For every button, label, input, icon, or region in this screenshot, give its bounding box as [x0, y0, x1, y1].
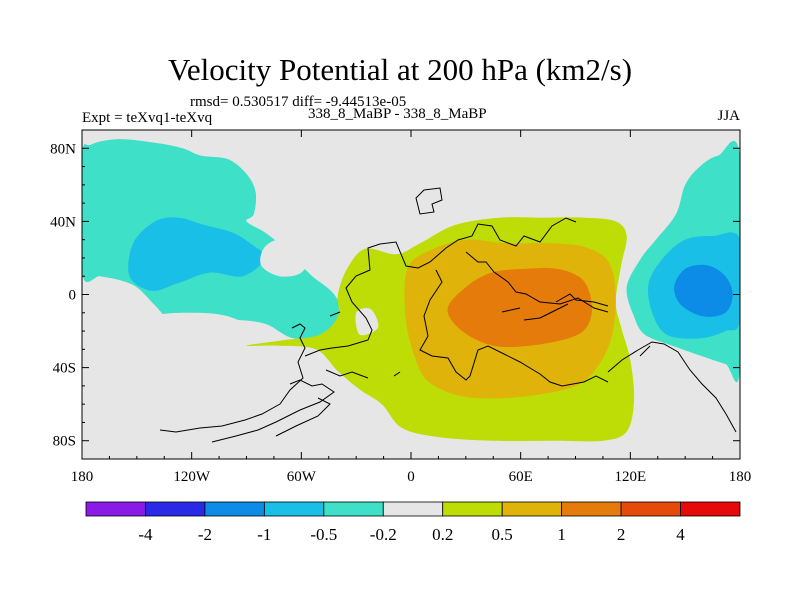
contour-neg-east-inner: [674, 264, 733, 317]
y-tick-label: 40S: [53, 361, 76, 377]
colorbar-label: -2: [198, 525, 212, 544]
colorbar-label: 2: [617, 525, 626, 544]
x-tick-label: 120W: [173, 469, 211, 485]
experiment-label: Expt = teXvq1-teXvq: [82, 110, 213, 126]
colorbar-swatch: [561, 501, 622, 517]
colorbar-swatch: [442, 501, 503, 517]
colorbar-swatch: [382, 501, 444, 517]
colorbar-swatch: [620, 501, 681, 517]
colorbar-swatch: [680, 501, 741, 517]
near-zero-patch: [260, 239, 310, 277]
colorbar-label: 1: [557, 525, 566, 544]
chart-title: Velocity Potential at 200 hPa (km2/s): [167, 52, 633, 87]
runs-label: 338_8_MaBP - 338_8_MaBP: [308, 106, 487, 122]
season-label: JJA: [717, 108, 740, 124]
x-tick-label: 60W: [287, 469, 317, 485]
coastlines: [159, 187, 737, 443]
colorbar-swatch: [263, 501, 325, 517]
colorbar-label: 0.2: [432, 525, 453, 544]
x-tick-label: 180: [729, 469, 752, 485]
colorbar-label: 4: [676, 525, 685, 544]
near-zero-patch: [151, 312, 254, 347]
contour-pos-africa-inner: [447, 267, 593, 348]
colorbar-swatch: [204, 501, 265, 517]
colorbar-label: -0.5: [310, 525, 337, 544]
near-zero-patch: [355, 308, 379, 336]
colorbar-label: -1: [257, 525, 271, 544]
colorbar-swatch: [501, 501, 563, 517]
y-tick-label: 80S: [53, 434, 76, 450]
colorbar-swatch: [145, 501, 206, 517]
colorbar: -4 -2 -1 -0.5 -0.2 0.2 0.5 1 2 4: [85, 501, 741, 544]
x-tick-label: 60E: [509, 469, 533, 485]
x-tick-label: 180: [71, 469, 94, 485]
contour-fields: [82, 139, 740, 442]
y-axis: 80N 40N 0 40S 80S: [50, 141, 740, 450]
x-tick-label: 120E: [614, 469, 646, 485]
colorbar-label: -4: [138, 525, 153, 544]
y-tick-label: 0: [69, 288, 77, 304]
y-tick-label: 80N: [50, 141, 76, 157]
x-axis: 180 120W 60W 0 60E 120E 180: [71, 130, 752, 485]
colorbar-swatch: [85, 501, 146, 517]
colorbar-swatch: [323, 501, 384, 517]
colorbar-label: 0.5: [492, 525, 513, 544]
y-tick-label: 40N: [50, 214, 76, 230]
rmsd-diff-stats: rmsd= 0.530517 diff= -9.44513e-05: [190, 94, 407, 110]
contour-neg-west-inner: [128, 217, 265, 291]
colorbar-label: -0.2: [370, 525, 397, 544]
x-tick-label: 0: [407, 469, 415, 485]
